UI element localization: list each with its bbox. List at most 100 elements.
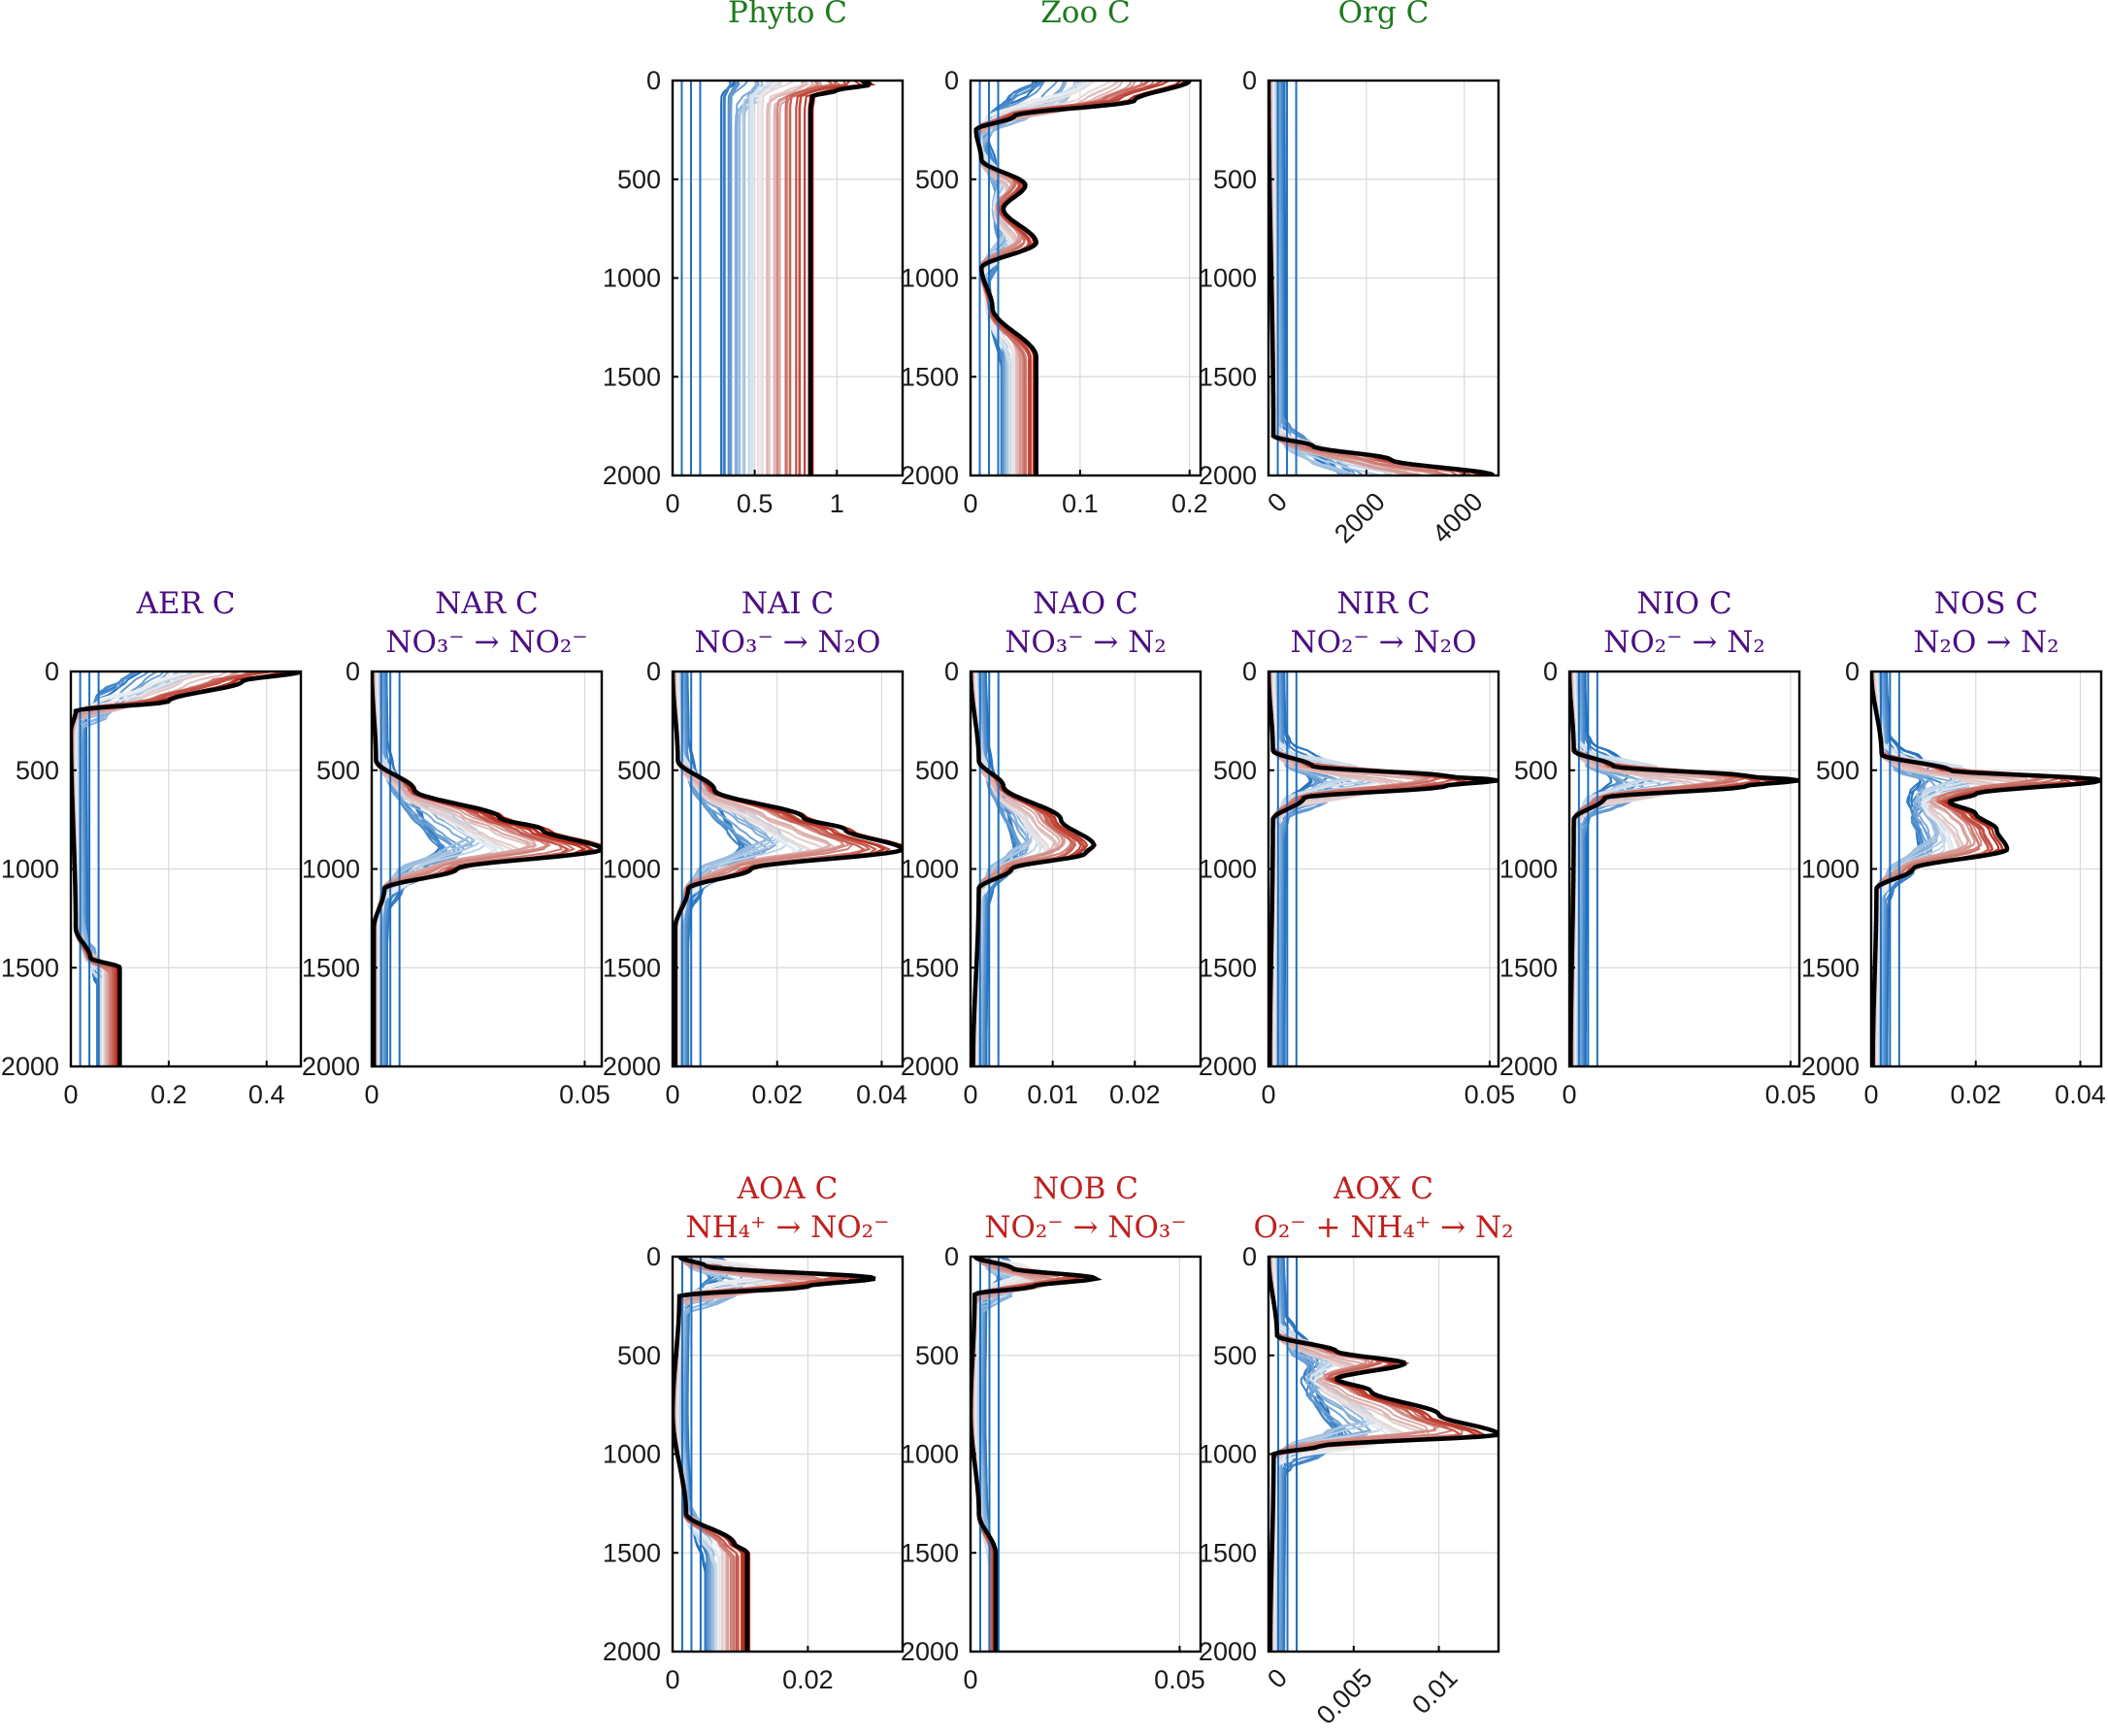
iteration-profile	[736, 81, 760, 475]
y-tick-label: 1000	[603, 264, 661, 293]
iteration-profile	[767, 81, 808, 475]
y-tick-label: 2000	[901, 1052, 959, 1081]
y-tick-label: 0	[45, 657, 59, 686]
x-tick-label: 1	[830, 489, 844, 518]
panel-title: Org C	[1338, 0, 1430, 30]
x-tick-label: 0	[1863, 1080, 1878, 1109]
y-tick-label: 0	[944, 1242, 959, 1271]
x-tick-label: 0	[665, 1080, 679, 1109]
final-profile	[973, 81, 1192, 475]
x-tick-label: 0	[364, 1080, 379, 1109]
panel-title: AOX C	[1333, 1171, 1433, 1206]
x-tick-label: 0	[1262, 1663, 1293, 1694]
profiles-aox	[1268, 1257, 1499, 1652]
x-tick-label: 0.02	[1950, 1080, 2001, 1109]
y-tick-label: 1500	[1199, 1538, 1257, 1567]
y-tick-label: 500	[1816, 756, 1860, 785]
iteration-profile	[1280, 1257, 1348, 1652]
iteration-profile	[1282, 671, 1325, 1066]
x-tick-label: 0	[1562, 1080, 1576, 1109]
x-tick-label: 0.1	[1062, 489, 1099, 518]
y-tick-label: 500	[16, 756, 59, 785]
x-tick-label: 0	[1262, 487, 1293, 518]
iteration-profile	[730, 81, 749, 475]
panel-subtitle: NH₄⁺ → NO₂⁻	[686, 1210, 890, 1245]
panel-title: AOA C	[737, 1171, 839, 1206]
y-tick-label: 0	[1845, 657, 1860, 686]
x-tick-label: 0.5	[737, 489, 774, 518]
y-tick-label: 500	[617, 1341, 661, 1370]
y-tick-label: 1500	[302, 953, 360, 982]
y-tick-label: 2000	[603, 1052, 661, 1081]
x-tick-label: 0	[665, 489, 679, 518]
x-tick-label: 0.05	[1154, 1665, 1205, 1694]
profiles-phyto	[680, 81, 876, 475]
y-tick-label: 2000	[901, 461, 959, 490]
panel-title: NAI C	[741, 586, 834, 621]
profiles-nai	[673, 671, 903, 1066]
y-tick-label: 500	[617, 165, 661, 194]
iteration-profile	[728, 81, 740, 475]
y-tick-label: 500	[1514, 756, 1558, 785]
y-tick-label: 500	[915, 756, 959, 785]
profiles-nos	[1871, 671, 2101, 1066]
y-tick-label: 0	[646, 657, 661, 686]
y-tick-label: 0	[944, 657, 959, 686]
x-tick-label: 0.01	[1406, 1663, 1463, 1720]
y-tick-label: 1500	[1199, 953, 1257, 982]
panel-title: NAO C	[1033, 586, 1138, 621]
x-tick-label: 0	[63, 1080, 78, 1109]
iteration-profile	[785, 81, 835, 475]
y-tick-label: 1500	[901, 1538, 959, 1567]
y-tick-label: 2000	[603, 1637, 661, 1666]
panel-title: NIR C	[1336, 586, 1430, 621]
y-tick-label: 1500	[603, 1538, 661, 1567]
iteration-profile	[1278, 671, 1338, 1066]
profiles-nar	[372, 671, 602, 1066]
panel-title: NAR C	[435, 586, 538, 621]
x-tick-label: 2000	[1329, 487, 1391, 549]
iteration-profile	[758, 81, 779, 475]
iteration-profile	[739, 81, 764, 475]
y-tick-label: 2000	[302, 1052, 360, 1081]
iteration-profile	[795, 81, 847, 475]
y-tick-label: 1000	[302, 855, 360, 884]
x-tick-label: 4000	[1427, 487, 1489, 549]
iteration-profile	[778, 81, 823, 475]
iteration-profile	[768, 81, 809, 475]
iteration-profile	[1283, 81, 1342, 475]
panel-subtitle: N₂O → N₂	[1913, 625, 2059, 660]
final-profile	[971, 671, 1097, 1066]
x-tick-label: 0.05	[1765, 1080, 1817, 1109]
y-tick-label: 1000	[901, 264, 959, 293]
y-tick-label: 0	[1242, 1242, 1257, 1271]
panel-title: NIO C	[1636, 586, 1731, 621]
iteration-profile	[1581, 671, 1645, 1066]
panel-subtitle: NO₂⁻ → N₂	[1603, 625, 1765, 660]
iteration-profile	[773, 81, 815, 475]
iteration-profile	[798, 81, 850, 475]
y-tick-label: 1000	[1801, 855, 1860, 884]
y-tick-label: 500	[316, 756, 360, 785]
y-tick-label: 500	[915, 165, 959, 194]
y-tick-label: 1500	[603, 362, 661, 391]
y-tick-label: 500	[1213, 1341, 1257, 1370]
y-tick-label: 2000	[1199, 1637, 1257, 1666]
final-profile	[372, 671, 602, 1066]
y-tick-label: 500	[617, 756, 661, 785]
x-tick-label: 0.4	[248, 1080, 285, 1109]
iteration-profile	[759, 81, 782, 475]
x-tick-label: 0	[665, 1665, 679, 1694]
final-profile	[807, 81, 873, 475]
x-tick-label: 0.2	[150, 1080, 187, 1109]
x-tick-label: 0.04	[2055, 1080, 2106, 1109]
y-tick-label: 2000	[1199, 461, 1257, 490]
y-tick-label: 1500	[1199, 362, 1257, 391]
panel-subtitle: NO₃⁻ → N₂	[1005, 625, 1167, 660]
